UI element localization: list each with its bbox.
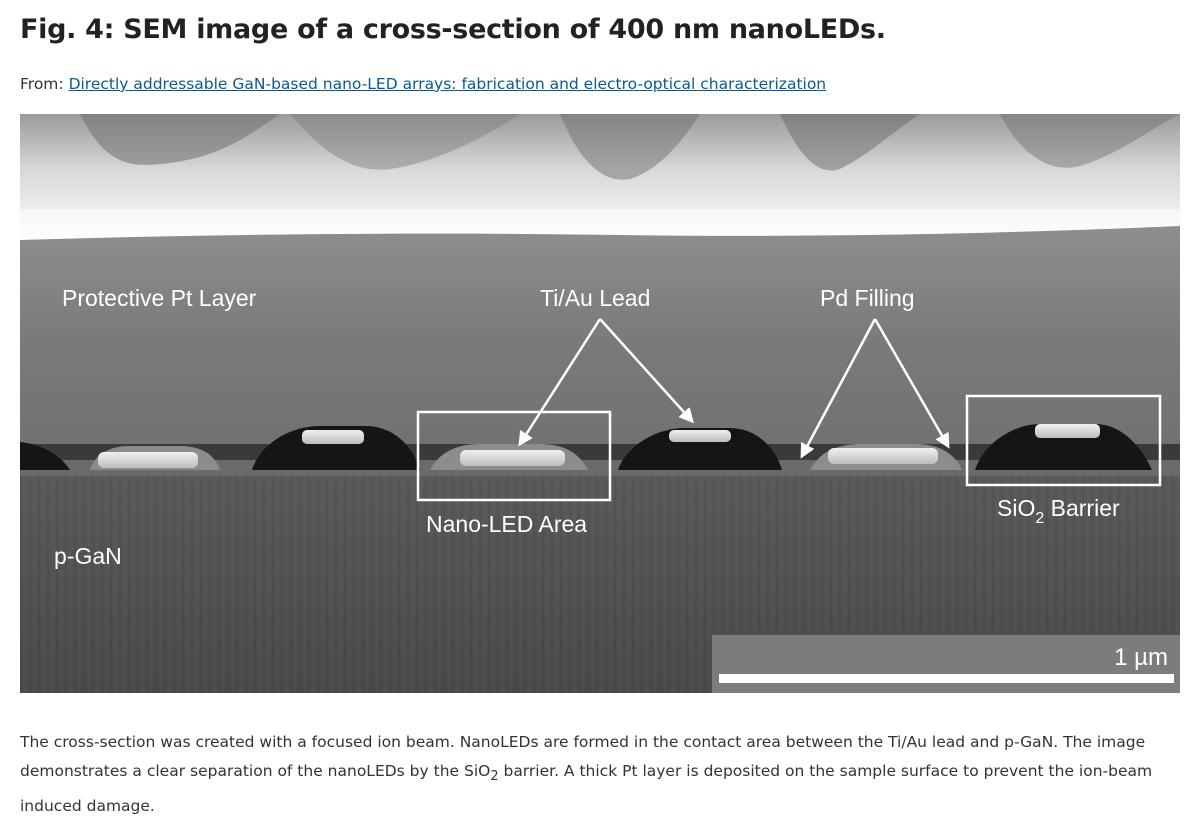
source-line: From: Directly addressable GaN-based nan… bbox=[20, 75, 826, 93]
figure-title: Fig. 4: SEM image of a cross-section of … bbox=[20, 14, 886, 45]
label-ti-au-lead: Ti/Au Lead bbox=[540, 285, 650, 311]
scale-bar-label: 1 µm bbox=[1114, 644, 1168, 671]
figure-caption: The cross-section was created with a foc… bbox=[20, 728, 1180, 821]
label-pd-filling: Pd Filling bbox=[820, 285, 915, 311]
source-article-link[interactable]: Directly addressable GaN-based nano-LED … bbox=[69, 75, 827, 93]
protective-pt-layer bbox=[20, 226, 1180, 459]
scale-bar-line bbox=[719, 674, 1174, 683]
sem-figure-image[interactable]: Protective Pt Layer Ti/Au Lead Pd Fillin… bbox=[20, 114, 1180, 693]
from-label: From: bbox=[20, 75, 64, 93]
label-p-gan: p-GaN bbox=[54, 543, 122, 569]
label-protective-pt-layer: Protective Pt Layer bbox=[62, 285, 257, 311]
scale-bar: 1 µm bbox=[712, 635, 1180, 693]
label-nano-led-area: Nano-LED Area bbox=[426, 511, 587, 537]
